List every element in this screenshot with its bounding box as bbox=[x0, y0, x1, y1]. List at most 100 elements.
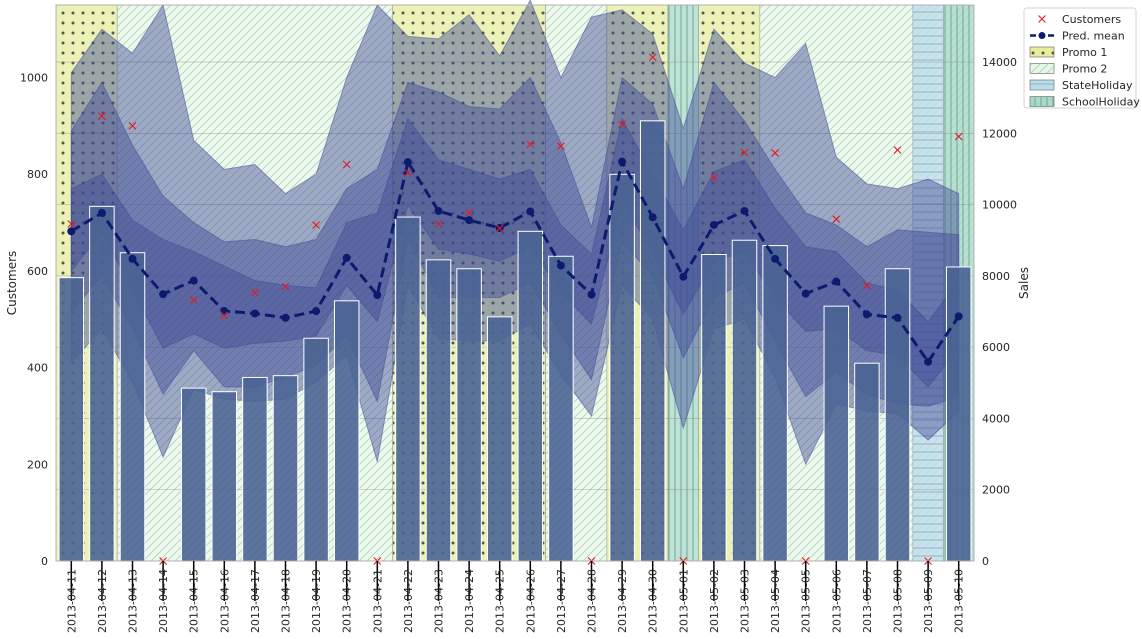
customers-markers bbox=[67, 53, 963, 565]
pred-mean-point-17 bbox=[587, 290, 596, 299]
sales-bar-14 bbox=[486, 316, 513, 562]
sales-bar-29 bbox=[945, 266, 972, 562]
x-tick-label-16: 2013-04-27 bbox=[555, 569, 568, 633]
left-tick-label-2: 400 bbox=[27, 362, 48, 375]
x-tick-label-8: 2013-04-19 bbox=[310, 569, 323, 633]
pred-mean-point-25 bbox=[832, 277, 841, 286]
pred-mean-point-26 bbox=[862, 310, 871, 319]
sales-bar-12 bbox=[425, 259, 452, 562]
pred-mean-point-7 bbox=[281, 313, 290, 322]
customers-point-19 bbox=[648, 53, 657, 62]
sales-bar-7 bbox=[272, 375, 299, 562]
sales-bar-22 bbox=[731, 239, 758, 562]
x-tick-label-4: 2013-04-15 bbox=[188, 569, 201, 633]
right-axis-title: Sales bbox=[1017, 267, 1031, 299]
x-tick-label-27: 2013-05-08 bbox=[892, 569, 905, 633]
pred-mean-point-18 bbox=[618, 157, 627, 166]
prediction-intervals bbox=[70, 0, 960, 466]
pred-mean-point-15 bbox=[526, 207, 535, 216]
legend-pred-mean-marker bbox=[1038, 32, 1046, 39]
x-tick-label-11: 2013-04-22 bbox=[402, 569, 415, 633]
customers-point-13 bbox=[465, 209, 473, 217]
x-tick-label-14: 2013-04-25 bbox=[494, 569, 507, 633]
sales-bar-6 bbox=[242, 376, 268, 562]
customers-point-8 bbox=[312, 221, 320, 229]
plot-frame bbox=[55, 4, 975, 562]
x-tick-label-1: 2013-04-12 bbox=[96, 569, 109, 633]
pred-mean-point-19 bbox=[648, 213, 657, 222]
sales-bar-5 bbox=[211, 391, 238, 562]
customers-point-14 bbox=[495, 224, 504, 233]
pred-mean-point-2 bbox=[128, 254, 137, 263]
right-tick-label-4: 8000 bbox=[982, 270, 1010, 283]
pred-mean-point-27 bbox=[893, 313, 902, 322]
x-tick-label-19: 2013-04-30 bbox=[647, 569, 660, 633]
right-tick-label-0: 0 bbox=[982, 555, 989, 568]
x-tick-label-23: 2013-05-04 bbox=[769, 569, 782, 633]
customers-point-26 bbox=[863, 281, 871, 290]
customers-point-29 bbox=[954, 132, 963, 141]
right-tick-label-7: 14000 bbox=[982, 56, 1017, 69]
customers-point-23 bbox=[771, 149, 779, 157]
legend-swatch-hatch-4 bbox=[1030, 80, 1054, 90]
pred-mean-point-8 bbox=[312, 307, 321, 316]
pred-mean-point-11 bbox=[403, 158, 412, 167]
right-tick-label-3: 6000 bbox=[982, 341, 1010, 354]
pred-mean-point-3 bbox=[159, 290, 168, 299]
pred-mean-point-22 bbox=[740, 206, 749, 215]
pred-mean-path bbox=[70, 157, 960, 365]
pred-mean-point-13 bbox=[465, 216, 474, 225]
customers-point-0 bbox=[67, 220, 76, 228]
legend-swatch-hatch-3 bbox=[1030, 63, 1054, 74]
sales-bar-21 bbox=[701, 253, 727, 562]
x-tick-label-0: 2013-04-11 bbox=[65, 569, 78, 633]
pred-mean-line bbox=[67, 157, 963, 366]
legend-customers-swatch bbox=[1038, 15, 1046, 23]
right-tick-label-5: 10000 bbox=[982, 199, 1017, 212]
customers-point-7 bbox=[281, 282, 290, 291]
x-tick-label-3: 2013-04-14 bbox=[157, 569, 170, 633]
left-tick-label-1: 200 bbox=[27, 458, 48, 471]
legend-label-4: StateHoliday bbox=[1062, 79, 1133, 92]
sales-bar-27 bbox=[884, 268, 911, 562]
left-tick-label-3: 600 bbox=[27, 265, 48, 278]
x-tick-label-24: 2013-05-05 bbox=[800, 569, 813, 633]
sales-bar-11 bbox=[395, 216, 421, 562]
customers-point-15 bbox=[526, 140, 535, 149]
right-tick-label-6: 12000 bbox=[982, 127, 1017, 140]
pred-mean-point-1 bbox=[97, 208, 106, 217]
x-tick-label-26: 2013-05-07 bbox=[861, 569, 874, 633]
legend-label-5: SchoolHoliday bbox=[1062, 96, 1140, 109]
x-tick-label-22: 2013-05-03 bbox=[739, 569, 752, 633]
sales-bar-8 bbox=[303, 337, 329, 562]
sales-bar-16 bbox=[548, 255, 574, 562]
x-tick-label-12: 2013-04-23 bbox=[433, 569, 446, 633]
pred-mean-point-24 bbox=[801, 289, 810, 298]
x-tick-label-20: 2013-05-01 bbox=[677, 569, 690, 633]
x-tick-label-15: 2013-04-26 bbox=[524, 569, 537, 633]
left-tick-label-4: 800 bbox=[27, 168, 48, 181]
pred-mean-point-28 bbox=[924, 357, 933, 366]
pred-mean-point-5 bbox=[220, 307, 229, 316]
legend-swatch-hatch-2 bbox=[1030, 47, 1054, 57]
sales-bar-1 bbox=[89, 205, 115, 562]
pred-mean-point-4 bbox=[189, 276, 198, 285]
customers-point-2 bbox=[128, 121, 137, 130]
customers-point-1 bbox=[98, 112, 106, 121]
right-tick-label-1: 2000 bbox=[982, 484, 1010, 497]
region-hatch-2-0 bbox=[912, 5, 944, 561]
customers-point-18 bbox=[618, 120, 626, 129]
x-tick-label-7: 2013-04-18 bbox=[280, 569, 293, 633]
legend-swatch-hatch-5 bbox=[1030, 96, 1054, 107]
sales-bar-9 bbox=[333, 300, 360, 562]
legend: Customers Pred. mean Promo 1 Promo 2 StateHo… bbox=[1023, 7, 1140, 109]
x-tick-label-29: 2013-05-10 bbox=[953, 569, 966, 633]
x-tick-label-25: 2013-05-06 bbox=[830, 569, 843, 633]
sales-bars bbox=[58, 120, 972, 562]
legend-label-0: Customers bbox=[1062, 13, 1121, 26]
customers-point-21 bbox=[710, 173, 718, 182]
pred-mean-point-23 bbox=[771, 254, 780, 263]
x-tick-label-13: 2013-04-24 bbox=[463, 569, 476, 633]
